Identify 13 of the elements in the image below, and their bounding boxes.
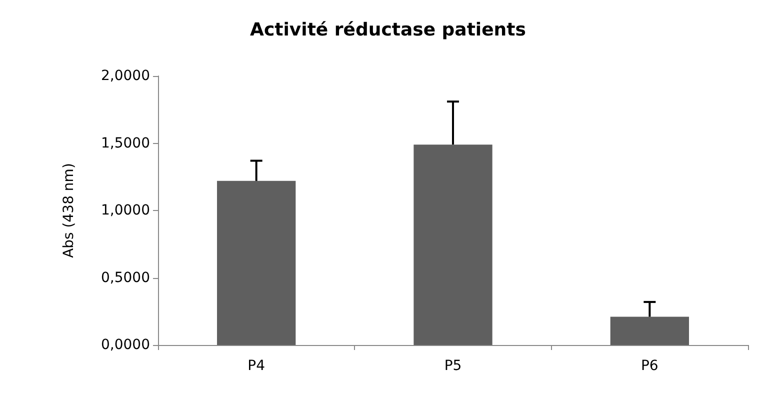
y-tick-label: 0,5000 bbox=[101, 270, 150, 286]
bar bbox=[610, 316, 689, 345]
chart-title: Activité réductase patients bbox=[250, 20, 526, 40]
x-tick-label: P6 bbox=[640, 358, 658, 374]
y-tick-label: 1,5000 bbox=[101, 135, 150, 152]
bar bbox=[217, 180, 296, 345]
y-tick-label: 2,0000 bbox=[101, 68, 150, 84]
x-tick-label: P5 bbox=[444, 358, 462, 374]
y-tick-label: 0,0000 bbox=[101, 337, 150, 353]
x-tick-label: P4 bbox=[248, 358, 266, 374]
bar bbox=[414, 144, 492, 345]
y-axis-title: Abs (438 nm) bbox=[61, 163, 77, 258]
y-tick-label: 1,0000 bbox=[101, 202, 150, 218]
